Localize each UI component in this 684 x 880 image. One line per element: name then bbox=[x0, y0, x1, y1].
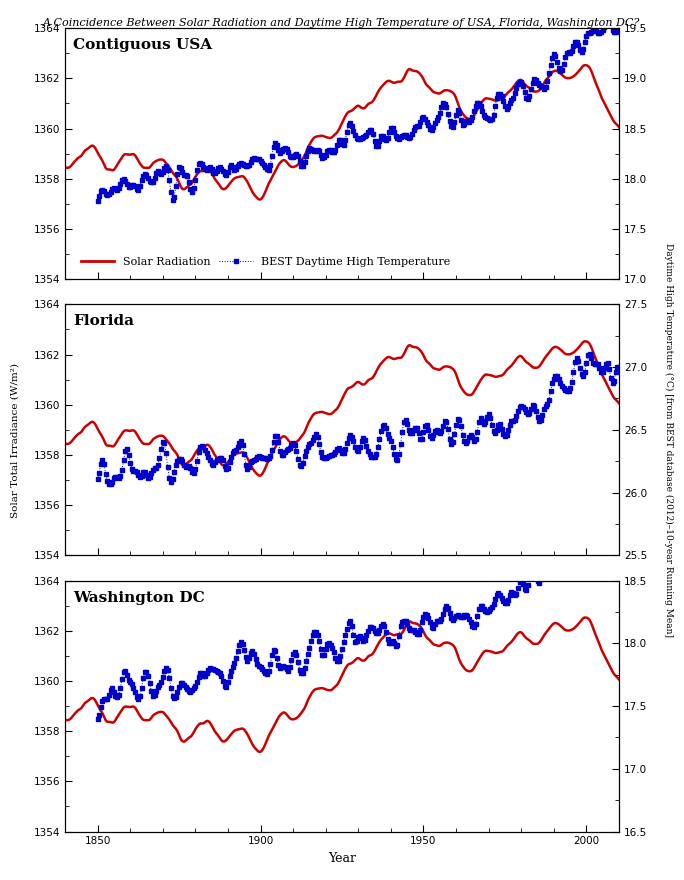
Legend: Solar Radiation, BEST Daytime High Temperature: Solar Radiation, BEST Daytime High Tempe… bbox=[76, 253, 455, 271]
Text: Florida: Florida bbox=[73, 314, 134, 328]
Text: A Coincidence Between Solar Radiation and Daytime High Temperature of USA, Flori: A Coincidence Between Solar Radiation an… bbox=[43, 18, 641, 27]
Text: Washington DC: Washington DC bbox=[73, 590, 205, 605]
Text: Solar Total Irradiance (W/m²): Solar Total Irradiance (W/m²) bbox=[10, 363, 20, 517]
Text: Daytime High Temperature (°C) [from BEST database (2012)–10-year Running Mean]: Daytime High Temperature (°C) [from BEST… bbox=[664, 243, 674, 637]
X-axis label: Year: Year bbox=[328, 852, 356, 865]
Text: Contiguous USA: Contiguous USA bbox=[73, 38, 213, 52]
